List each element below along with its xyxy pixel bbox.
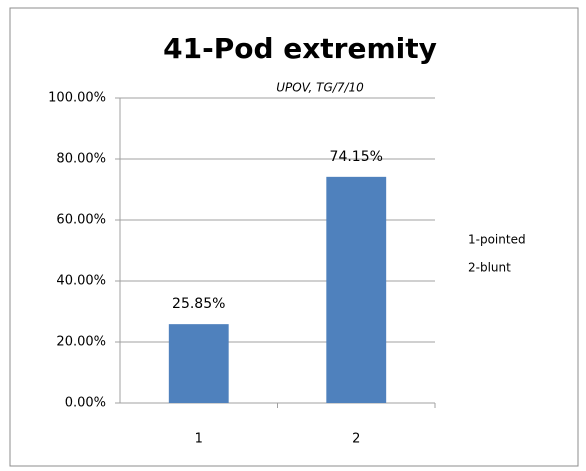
x-tick-label: 2 bbox=[352, 432, 360, 447]
y-tick-label: 100.00% bbox=[48, 91, 106, 106]
bar bbox=[326, 176, 387, 403]
y-tick-label: 40.00% bbox=[56, 274, 106, 289]
annotation: 1-pointed bbox=[468, 233, 526, 247]
y-tick-label: 60.00% bbox=[56, 213, 106, 228]
y-tick-label: 20.00% bbox=[56, 335, 106, 350]
chart-subtitle: UPOV, TG/7/10 bbox=[276, 81, 364, 95]
annotation: 2-blunt bbox=[468, 261, 511, 275]
y-tick-label: 0.00% bbox=[65, 396, 106, 411]
x-tick-label: 1 bbox=[195, 432, 203, 447]
bar bbox=[168, 324, 229, 403]
chart-title: 41-Pod extremity bbox=[163, 32, 437, 65]
y-tick-label: 80.00% bbox=[56, 152, 106, 167]
chart-border bbox=[9, 7, 579, 467]
data-label: 25.85% bbox=[172, 296, 225, 312]
data-label: 74.15% bbox=[330, 149, 383, 165]
